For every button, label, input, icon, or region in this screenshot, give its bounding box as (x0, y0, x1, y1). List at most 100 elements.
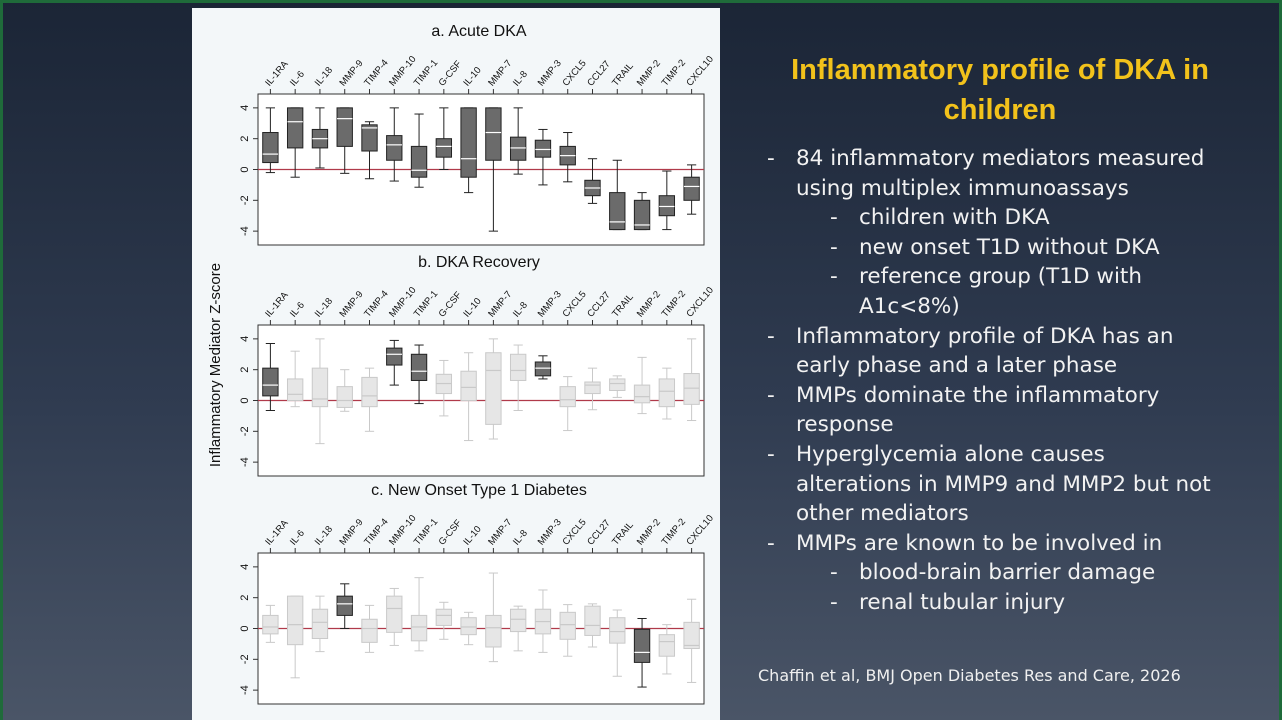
box (633, 384, 651, 404)
y-tick-label: 2 (239, 136, 251, 142)
bullet-text: renal tubular injury (859, 589, 1066, 615)
x-tick-label: TIMP-4 (362, 289, 390, 320)
box (633, 199, 651, 231)
slide-title: Inflammatory profile of DKA in children (791, 54, 1209, 126)
y-tick-label: 2 (239, 367, 251, 373)
box (311, 367, 329, 408)
box (658, 378, 676, 408)
box (286, 107, 304, 149)
bullet-text: Hyperglycemia alone causes alterations i… (796, 441, 1211, 527)
x-tick-label: CCL27 (585, 59, 612, 89)
y-tick-label: 0 (239, 166, 251, 172)
y-tick-label: -4 (239, 685, 251, 695)
box (683, 373, 700, 405)
box (509, 136, 527, 161)
bullet-text: 84 inflammatory mediators measured using… (796, 146, 1205, 201)
box (435, 608, 453, 626)
x-tick-label: IL-18 (313, 296, 335, 320)
x-tick-label: IL-1RA (263, 289, 291, 319)
box (286, 378, 304, 401)
y-axis-label: Inflammatory Mediator Z-score (207, 263, 224, 467)
bullet-text: MMPs are known to be involved in (796, 530, 1163, 556)
box (534, 361, 552, 377)
box (584, 381, 601, 395)
y-tick-label: 0 (239, 625, 251, 631)
bullet-marker: - (830, 589, 838, 615)
y-tick-label: -2 (239, 195, 251, 205)
bullet: - renal tubular injury (735, 588, 1189, 618)
bullet-marker: - (830, 234, 838, 260)
bullet-marker: - (767, 323, 775, 349)
x-tick-label: MMP-7 (486, 289, 514, 320)
box (485, 107, 502, 161)
box (286, 595, 304, 646)
x-tick-label: MMP-9 (338, 289, 366, 320)
x-tick-label: IL-8 (511, 69, 530, 89)
x-tick-label: IL-6 (288, 528, 307, 548)
x-tick-label: TIMP-4 (362, 517, 390, 548)
x-tick-label: MMP-2 (635, 58, 663, 89)
x-tick-label: CXCL10 (684, 54, 716, 89)
x-tick-label: IL-10 (461, 524, 483, 548)
x-tick-label: CXCL5 (561, 58, 589, 89)
bullet: -84 inflammatory mediators measured usin… (735, 144, 1211, 203)
x-tick-label: IL-18 (313, 524, 335, 548)
bullet-text: children with DKA (859, 205, 1050, 231)
x-tick-label: G-CSF (437, 290, 465, 320)
box (485, 614, 502, 648)
bullet: - children with DKA (735, 203, 1189, 233)
box (336, 595, 353, 616)
x-tick-label: IL-8 (511, 300, 530, 320)
box (534, 139, 552, 158)
box (658, 634, 676, 657)
chart-title: b. DKA Recovery (418, 254, 540, 271)
box (559, 611, 576, 640)
y-tick-label: -4 (239, 226, 251, 236)
box (410, 614, 428, 642)
bullet-text: MMPs dominate the inflammatory response (796, 382, 1160, 438)
bullet-marker: - (830, 205, 838, 231)
x-tick-label: TIMP-4 (362, 58, 390, 89)
x-tick-label: IL-18 (313, 65, 335, 89)
x-tick-label: MMP-9 (338, 517, 366, 548)
y-tick-label: 4 (239, 336, 251, 342)
x-tick-label: TIMP-2 (660, 58, 688, 89)
box (311, 608, 329, 640)
x-tick-label: G-CSF (437, 518, 465, 548)
box (609, 378, 626, 391)
box (460, 370, 477, 401)
y-tick-label: 0 (239, 397, 251, 403)
bullet-text: reference group (T1D with A1c<8%) (859, 264, 1142, 319)
x-tick-label: IL-6 (288, 69, 307, 89)
box (410, 145, 428, 178)
x-tick-label: IL-8 (511, 528, 530, 548)
box (336, 386, 353, 408)
bullet: - MMPs dominate the inflammatory response (735, 381, 1211, 440)
text-area: Inflammatory profile of DKA in children … (735, 50, 1265, 618)
bullet: - Hyperglycemia alone causes alterations … (735, 440, 1211, 529)
bullet-marker: - (767, 146, 775, 171)
x-tick-label: MMP-3 (536, 289, 564, 320)
box (262, 367, 279, 397)
box (386, 135, 403, 161)
box (435, 138, 453, 158)
box (633, 628, 651, 663)
box (584, 605, 601, 636)
x-tick-label: CCL27 (585, 290, 612, 320)
x-tick-label: TIMP-2 (660, 517, 688, 548)
y-tick-label: 2 (239, 595, 251, 601)
x-tick-label: MMP-7 (486, 58, 514, 89)
x-tick-label: CXCL10 (684, 513, 716, 548)
bullet-marker: - (830, 560, 838, 586)
x-tick-label: IL-10 (461, 296, 483, 320)
box (361, 376, 378, 408)
bullet: - blood-brain barrier damage (735, 558, 1189, 588)
x-tick-label: CXCL5 (561, 289, 589, 320)
chart-title: c. New Onset Type 1 Diabetes (371, 482, 587, 499)
x-tick-label: MMP-3 (536, 58, 564, 89)
box (559, 386, 576, 408)
y-tick-label: -2 (239, 654, 251, 664)
y-tick-label: -4 (239, 457, 251, 467)
chart-title: a. Acute DKA (431, 23, 526, 40)
box (609, 192, 626, 231)
